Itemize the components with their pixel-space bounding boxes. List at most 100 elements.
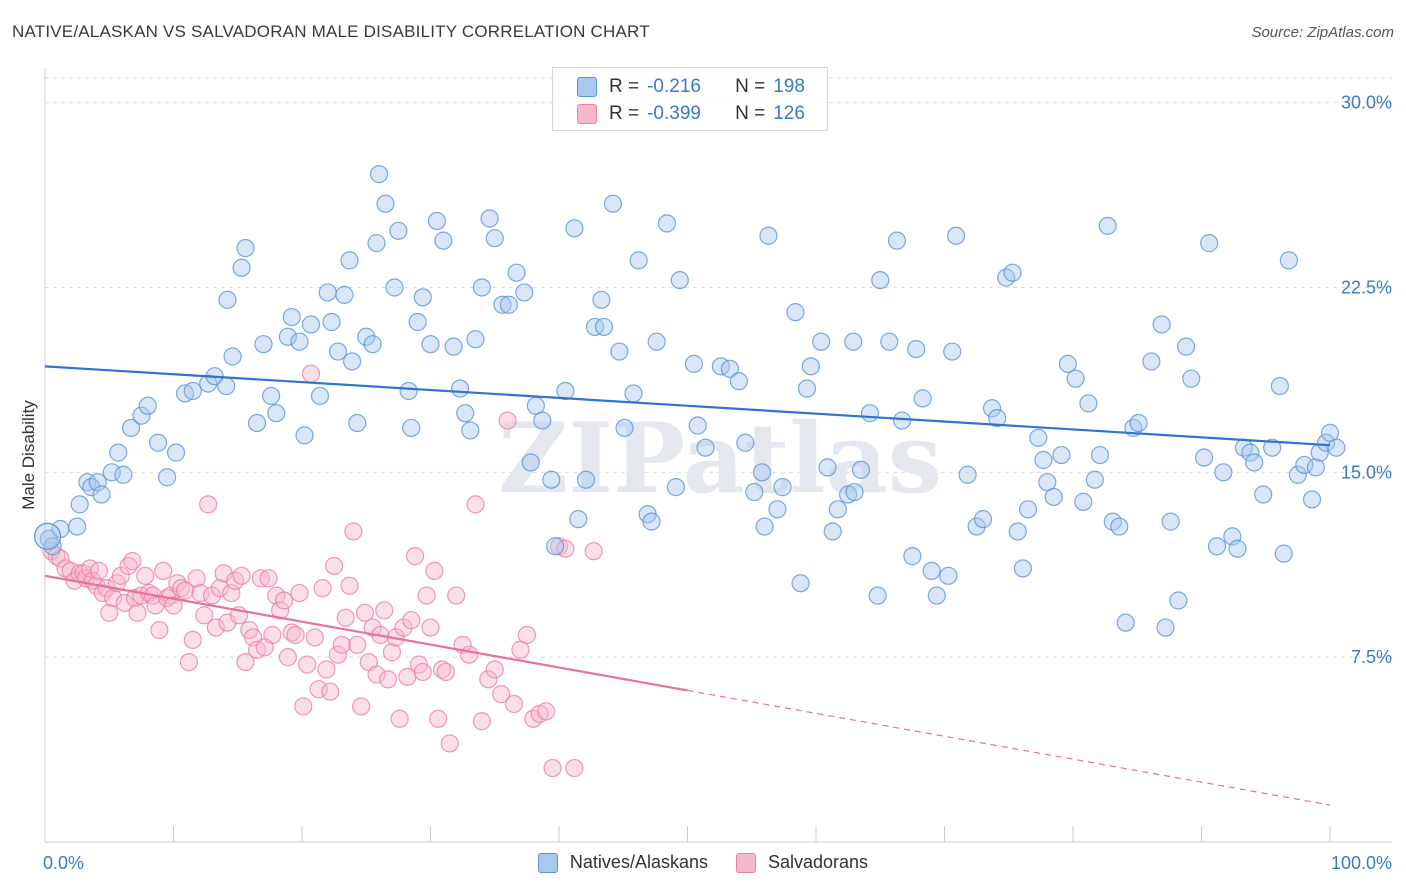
data-point	[1288, 465, 1307, 484]
legend-item-salvadorans[interactable]: Salvadorans	[735, 852, 869, 873]
data-point	[175, 581, 195, 600]
data-point	[217, 376, 236, 396]
data-point	[480, 209, 499, 228]
data-point	[1044, 487, 1063, 507]
data-point	[592, 290, 611, 309]
data-point	[647, 332, 666, 351]
data-point	[752, 463, 772, 482]
data-point	[755, 517, 774, 536]
data-point	[688, 416, 707, 435]
data-point	[736, 433, 755, 452]
data-point	[759, 226, 778, 245]
data-point	[363, 335, 382, 354]
data-point	[684, 354, 704, 373]
legend-swatch-pink	[735, 852, 756, 873]
data-point	[290, 332, 309, 351]
legend-row-natives: R = -0.216 N = 198	[577, 74, 805, 100]
data-point	[629, 251, 648, 270]
data-point	[254, 335, 273, 354]
data-point	[485, 229, 504, 248]
data-point	[425, 561, 444, 581]
data-point	[413, 288, 432, 307]
data-point	[352, 697, 371, 716]
data-point	[43, 537, 62, 556]
data-point	[485, 660, 504, 679]
series-salvadorans	[42, 364, 603, 778]
data-point	[1003, 263, 1022, 282]
data-point	[405, 547, 425, 566]
x-tick-label-min: 0.0%	[43, 853, 84, 873]
data-point	[121, 418, 141, 438]
data-point	[1142, 352, 1161, 371]
data-point	[295, 426, 314, 445]
legend-swatch-pink	[577, 104, 597, 124]
data-point	[385, 278, 404, 297]
axes	[44, 68, 1392, 843]
data-point	[1327, 438, 1346, 457]
data-point	[310, 386, 330, 406]
data-point	[157, 468, 177, 487]
data-point	[498, 411, 517, 430]
data-point	[325, 556, 344, 576]
legend-item-natives[interactable]: Natives/Alaskans	[537, 852, 708, 873]
data-point	[114, 465, 133, 484]
data-point	[263, 625, 282, 645]
data-point	[1116, 613, 1135, 632]
data-point	[187, 569, 206, 588]
data-point	[355, 603, 375, 622]
data-point	[318, 283, 337, 302]
data-point	[844, 332, 863, 351]
n-label: N =	[735, 103, 766, 124]
data-point	[421, 618, 440, 637]
data-point	[68, 517, 87, 536]
data-point	[871, 270, 890, 290]
data-point	[340, 576, 359, 595]
data-point	[786, 303, 805, 322]
data-point	[148, 433, 168, 452]
y-axis-label: Male Disability	[19, 400, 38, 510]
y-tick-label: 30.0%	[1341, 93, 1392, 113]
data-point	[939, 566, 958, 585]
data-point	[1129, 413, 1148, 433]
data-point	[290, 583, 309, 603]
data-point	[183, 630, 202, 650]
data-point	[195, 606, 214, 625]
data-point	[466, 495, 485, 514]
n-value: 198	[773, 76, 805, 97]
data-point	[615, 418, 634, 438]
data-point	[402, 611, 421, 630]
data-point	[343, 352, 362, 371]
data-point	[1052, 445, 1071, 465]
data-point	[1295, 455, 1314, 475]
data-point	[104, 588, 123, 608]
data-point	[456, 404, 475, 423]
data-point	[232, 258, 251, 277]
data-point	[461, 421, 480, 440]
data-point	[1058, 354, 1077, 373]
data-point	[394, 618, 413, 637]
data-point	[102, 463, 121, 482]
data-point	[696, 438, 715, 457]
data-point	[504, 694, 524, 714]
n-value: 126	[773, 103, 805, 124]
data-point	[459, 645, 479, 664]
data-point	[729, 372, 749, 391]
data-point	[378, 670, 398, 689]
legend-label: Salvadorans	[767, 852, 869, 872]
legend-row-salvadorans: R = -0.399 N = 126	[577, 101, 805, 127]
data-point	[399, 381, 418, 401]
data-point	[210, 579, 229, 598]
data-point	[507, 263, 526, 282]
data-point	[367, 234, 386, 253]
data-point	[1098, 216, 1117, 235]
data-point	[1317, 433, 1336, 452]
data-point	[828, 500, 847, 519]
data-point	[1090, 445, 1110, 465]
data-point	[389, 221, 408, 240]
data-point	[1245, 453, 1264, 472]
x-tick-label-max: 100.0%	[1331, 853, 1392, 873]
data-point	[892, 411, 912, 430]
data-point	[267, 404, 286, 423]
data-point	[183, 381, 202, 401]
data-point	[309, 680, 328, 699]
